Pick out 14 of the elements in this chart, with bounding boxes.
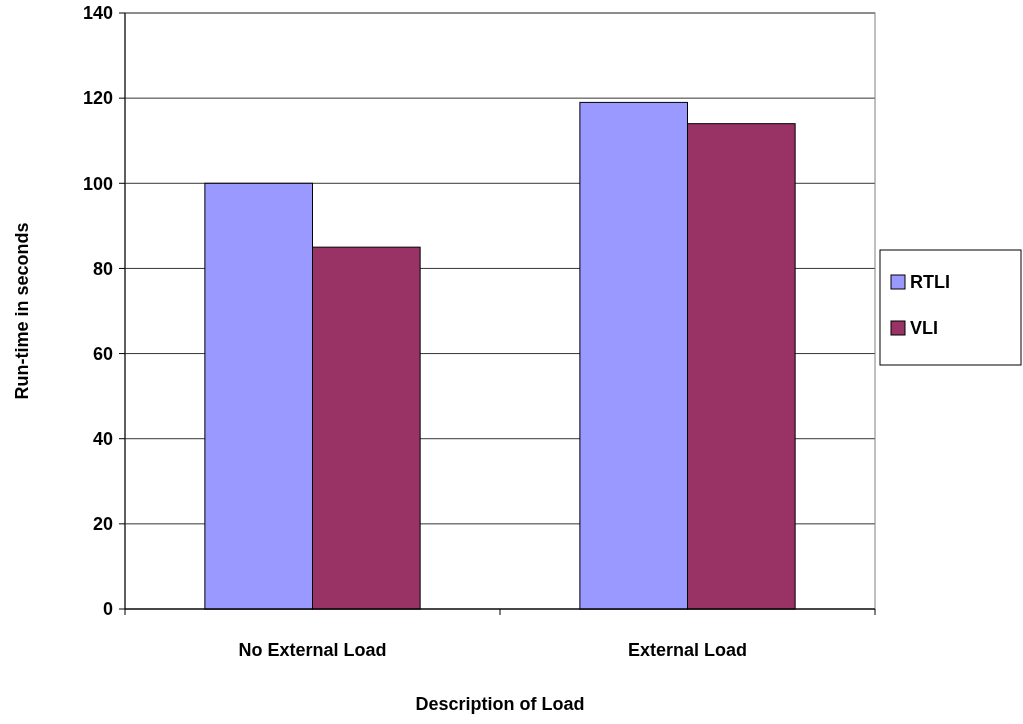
y-axis-title: Run-time in seconds	[12, 222, 32, 400]
y-tick-label: 140	[82, 3, 113, 24]
y-tick-label: 120	[82, 88, 113, 109]
y-tick-label: 100	[82, 173, 113, 194]
x-tick-label: No External Load	[238, 640, 387, 660]
legend-label: RTLI	[910, 272, 950, 293]
x-axis-title: Description of Load	[415, 694, 585, 714]
x-tick-label: External Load	[627, 640, 748, 660]
y-tick-label: 40	[92, 429, 113, 450]
y-tick-label: 20	[92, 514, 113, 535]
y-tick-label: 80	[92, 258, 113, 279]
y-tick-label: 0	[102, 599, 113, 620]
legend-label: VLI	[910, 318, 939, 339]
y-tick-label: 60	[92, 343, 113, 364]
